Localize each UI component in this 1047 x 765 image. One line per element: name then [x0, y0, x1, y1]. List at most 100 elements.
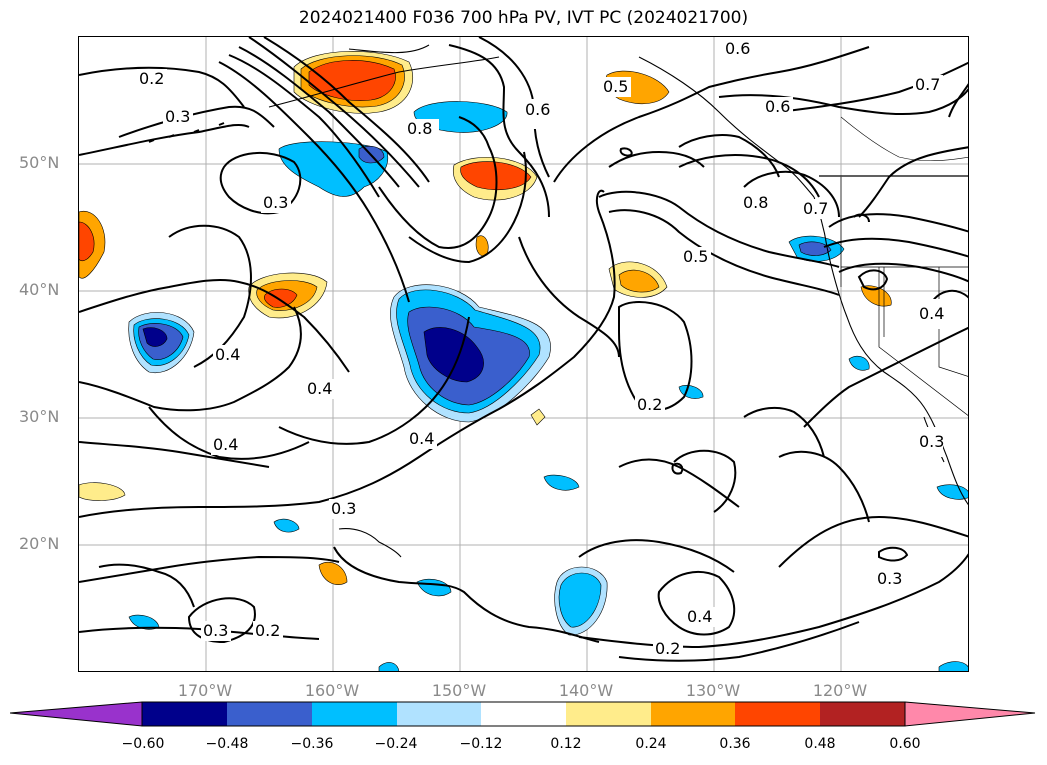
contour-label: 0.3 [263, 193, 288, 212]
contour-line [803, 326, 968, 428]
contour-line [218, 61, 410, 303]
contour-line [98, 563, 195, 608]
contour-label: 0.4 [409, 429, 434, 448]
contour-line [778, 515, 968, 568]
shade-negative-small [936, 484, 968, 500]
contour-label: 0.3 [331, 499, 356, 518]
map-panel[interactable]: 0.2 0.3 0.8 0.6 0.5 0.6 0.7 0.6 0.3 0.8 … [78, 36, 969, 672]
contour-label: 0.4 [687, 607, 712, 626]
coast-alaska [268, 44, 500, 108]
contour-label: 0.8 [743, 193, 768, 212]
shade-positive-small [318, 561, 348, 585]
shade-negative-small [378, 662, 400, 671]
contour-line [858, 146, 968, 218]
lon-label-170w: 170°W [177, 681, 233, 700]
contour-line [619, 147, 633, 157]
contour-label: 0.2 [255, 621, 280, 640]
contour-line [618, 458, 740, 508]
contour-line [678, 154, 820, 198]
contour-line [148, 406, 310, 460]
contour-label: 0.4 [215, 345, 240, 364]
colorbar-bin [312, 702, 397, 726]
colorbar-extend-low [10, 701, 143, 727]
shade-negative-small [273, 518, 300, 533]
contour-line [187, 597, 256, 644]
contour-line [657, 571, 736, 636]
colorbar-tick: 0.24 [635, 736, 667, 752]
map-title: 2024021400 F036 700 hPa PV, IVT PC (2024… [298, 8, 749, 28]
contour-label: 0.2 [655, 639, 680, 658]
contour-line [618, 621, 860, 662]
colorbar-tick: 0.12 [550, 736, 582, 752]
contour-label: 0.3 [165, 107, 190, 126]
colorbar-bin [566, 702, 651, 726]
contour-line [828, 213, 968, 233]
contour-line [79, 278, 350, 373]
contour-label: 0.7 [803, 199, 828, 218]
colorbar-bin [227, 702, 312, 726]
colorbar-bin [735, 702, 820, 726]
contour-line [823, 237, 968, 258]
contour-label: 0.3 [877, 569, 902, 588]
map-canvas: 0.2 0.3 0.8 0.6 0.5 0.6 0.7 0.6 0.3 0.8 … [79, 37, 968, 671]
contour-label: 0.6 [765, 97, 790, 116]
contour-line [853, 213, 870, 223]
contour-line [778, 450, 870, 523]
contour-line [778, 61, 968, 113]
contour-label: 0.5 [603, 77, 628, 96]
colorbar-bin [397, 702, 481, 726]
contour-line [578, 553, 968, 649]
contour-line [79, 66, 245, 108]
contour-line [79, 306, 302, 412]
contour-line [743, 406, 825, 458]
shade-negative-central [423, 327, 484, 383]
coast-southeast-alaska [638, 56, 815, 198]
colorbar-tick: −0.24 [374, 736, 418, 752]
contour-line [228, 54, 380, 198]
contour-label: 0.2 [139, 69, 164, 88]
contour-line [608, 150, 705, 168]
contour-line [608, 209, 840, 296]
lon-label-130w: 130°W [685, 681, 741, 700]
lon-label-150w: 150°W [431, 681, 487, 700]
shade-negative-small [543, 474, 580, 491]
contour-line [553, 46, 870, 183]
lon-label-140w: 140°W [558, 681, 614, 700]
contour-line [718, 88, 968, 116]
contour-label-group: 0.2 0.3 0.8 0.6 0.5 0.6 0.7 0.6 0.3 0.8 … [137, 39, 944, 659]
colorbar-bin [651, 702, 735, 726]
shade-positive-small [530, 408, 546, 426]
contour-line [238, 46, 400, 188]
colorbar-tick: 0.48 [804, 736, 836, 752]
colorbar-bin [142, 702, 227, 726]
contour-label: 0.3 [919, 432, 944, 451]
contour-line [408, 151, 527, 264]
colorbar-tick: −0.60 [121, 736, 165, 752]
shade-negative-south [558, 572, 602, 628]
border-states [840, 177, 968, 416]
contour-line [79, 555, 340, 583]
lat-label-50n: 50°N [19, 153, 60, 172]
contour-label: 0.4 [307, 379, 332, 398]
coast-hawaii [338, 528, 402, 558]
shade-negative-small [848, 355, 870, 371]
colorbar-extend-high [904, 701, 1036, 727]
contour-line [333, 546, 600, 643]
contour-label: 0.5 [683, 247, 708, 266]
colorbar-tick: −0.36 [290, 736, 334, 752]
shade-positive-east [618, 269, 660, 293]
contour-line [673, 449, 737, 513]
pv-contours [79, 37, 968, 662]
contour-line [248, 37, 420, 188]
contour-line [518, 236, 620, 358]
contour-line [118, 105, 275, 138]
contour-line [578, 539, 735, 573]
contour-line [278, 316, 470, 445]
contour-line [448, 44, 550, 218]
border-alaska-canada [840, 116, 968, 162]
colorbar-tick: 0.36 [719, 736, 751, 752]
contour-line [878, 546, 909, 562]
contour-label: 0.6 [725, 39, 750, 58]
contour-label: 0.8 [407, 119, 432, 138]
colorbar [10, 701, 1036, 727]
